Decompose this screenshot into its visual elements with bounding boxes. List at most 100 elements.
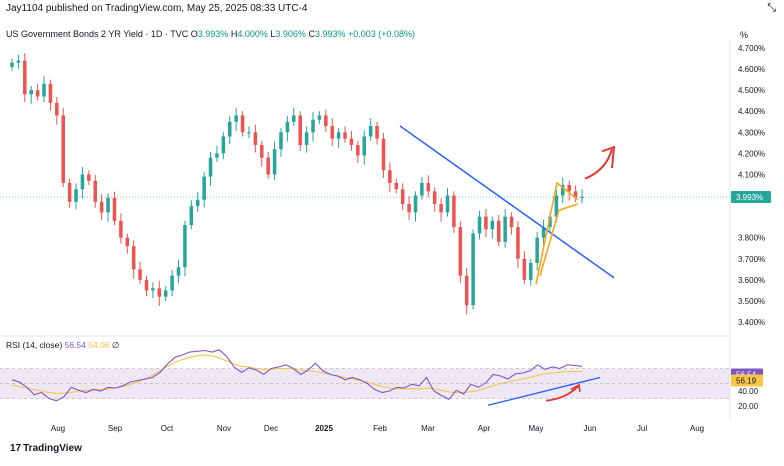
rsi-ma-line <box>11 354 582 394</box>
candle-body <box>74 189 78 202</box>
candle-body <box>125 237 130 247</box>
last-price-label: 3.993% <box>736 193 763 202</box>
candle-body <box>138 269 142 280</box>
candle-body <box>253 132 258 145</box>
time-tick-label: Aug <box>690 424 704 433</box>
candle-body <box>87 174 91 181</box>
candle-body <box>42 83 46 97</box>
candle-body <box>208 157 213 177</box>
rsi-null-icon: ∅ <box>111 340 120 350</box>
unit-label: % <box>740 30 748 40</box>
candle-body <box>432 191 437 204</box>
last-price-badge <box>731 191 771 204</box>
candle-body <box>55 102 59 116</box>
tv-logo-icon: 17 <box>10 443 22 454</box>
candle-body <box>343 132 347 139</box>
rsi-value-badge <box>731 374 763 387</box>
candle-body <box>29 90 33 95</box>
candle-body <box>400 189 405 204</box>
time-tick-label: Oct <box>161 424 174 433</box>
time-tick-label: Nov <box>217 424 231 433</box>
candle-body <box>509 216 514 228</box>
candle-body <box>324 115 328 126</box>
candle-body <box>573 191 578 198</box>
candle-body <box>388 170 392 183</box>
candle-body <box>163 290 168 297</box>
candle-body <box>330 125 334 139</box>
rsi-tick-label: 40.00 <box>738 387 759 396</box>
candle-body <box>234 115 238 122</box>
candle-body <box>362 136 367 156</box>
candle-body <box>16 60 21 63</box>
candle-body <box>541 227 546 238</box>
symbol-legend: US Government Bonds 2 YR Yield · 1D · TV… <box>6 29 415 39</box>
candle-body <box>144 279 149 291</box>
candle-body <box>458 227 463 276</box>
time-tick-label: Sep <box>108 424 123 433</box>
candle-body <box>170 275 174 291</box>
candle-body <box>292 115 296 122</box>
legend-low-value: 3.906% <box>275 29 306 39</box>
candle-body <box>580 197 584 199</box>
price-tick-label: 4.300% <box>738 128 765 137</box>
rsi-title: RSI (14, close) <box>6 340 63 350</box>
candle-body <box>375 125 379 139</box>
candle-body <box>407 203 411 213</box>
maximize-icon[interactable]: ⤡ <box>767 2 776 14</box>
candle-body <box>317 115 322 120</box>
price-tick-label: 4.600% <box>738 65 765 74</box>
price-tick-label: 4.700% <box>738 44 765 53</box>
rsi-value-label: 56.19 <box>736 377 757 386</box>
candle-body <box>112 197 117 221</box>
price-tick-label: 3.600% <box>738 276 765 285</box>
price-tick-label: 4.400% <box>738 107 765 116</box>
breakout-arrow-head <box>601 145 616 169</box>
candle-body <box>93 180 98 202</box>
candle-body <box>490 220 495 230</box>
candle-body <box>266 157 270 175</box>
candle-body <box>368 125 373 137</box>
candle-body <box>176 267 181 276</box>
legend-low-label: L <box>270 29 276 39</box>
time-tick-label: Jul <box>637 424 647 433</box>
candle-body <box>247 132 251 134</box>
candle-body <box>484 216 488 230</box>
time-tick-label: Feb <box>373 424 387 433</box>
price-tick-label: 3.700% <box>738 255 765 264</box>
candle-body <box>420 182 424 196</box>
price-tick-label: 3.800% <box>738 234 765 243</box>
candle-body <box>567 185 571 192</box>
candle-body <box>477 216 482 234</box>
candle-body <box>227 121 232 137</box>
candle-body <box>67 182 72 202</box>
publisher-info: Jay1104 published on TradingView.com, Ma… <box>6 3 307 14</box>
time-tick-label: Dec <box>264 424 278 433</box>
candle-body <box>131 246 136 270</box>
candle-body <box>439 203 443 213</box>
candle-body <box>221 136 226 154</box>
candle-body <box>260 144 264 158</box>
wedge-lower <box>539 203 579 276</box>
time-tick-label: Mar <box>421 424 435 433</box>
candle-body <box>99 201 104 213</box>
legend-close-value: 3.993% <box>314 29 346 39</box>
legend-open-label: O <box>190 29 198 39</box>
candle-body <box>496 220 501 242</box>
price-tick-label: 4.500% <box>738 86 765 95</box>
candle-body <box>394 182 399 190</box>
candle-body <box>285 121 290 133</box>
rsi-ma-value: 54.06 <box>88 340 110 350</box>
candle-body <box>471 233 475 306</box>
legend-high-value: 4.000% <box>237 29 268 39</box>
time-tick-label: 2025 <box>315 424 333 433</box>
candle-body <box>554 195 559 217</box>
candle-body <box>61 115 65 183</box>
candle-body <box>516 227 520 259</box>
candle-body <box>195 199 200 207</box>
wedge-upper <box>535 181 579 285</box>
price-tick-label: 4.200% <box>738 149 765 158</box>
candle-body <box>381 138 386 171</box>
candle-body <box>23 60 27 95</box>
candle-body <box>561 185 565 196</box>
